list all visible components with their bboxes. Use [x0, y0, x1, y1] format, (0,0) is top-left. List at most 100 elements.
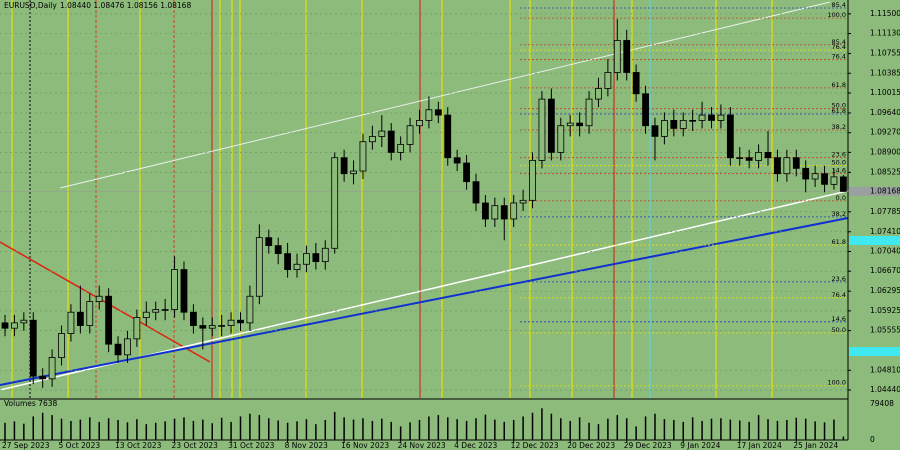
candle-body [745, 157, 753, 161]
candle-body [76, 311, 84, 326]
candle-body [208, 325, 216, 329]
y-tick-label: 1.07040 [870, 246, 900, 255]
candle-body [340, 157, 348, 175]
candle-body [463, 162, 470, 183]
candle-body [642, 93, 649, 127]
candle-body [397, 143, 405, 153]
candle-body [321, 247, 329, 263]
x-tick-label: 23 Oct 2023 [172, 441, 219, 450]
y-tick-label: 1.09640 [870, 108, 900, 117]
candle-body [331, 157, 339, 249]
y-tick-label: 1.05925 [870, 306, 900, 315]
volume-title: Volumes 7638 [4, 399, 58, 408]
y-tick-label: 1.04440 [870, 385, 900, 394]
fib-label: 100.0 [827, 379, 846, 387]
candle-body [114, 343, 122, 356]
candle-body [802, 167, 810, 180]
y-tick-label: 1.06295 [870, 286, 900, 295]
candle-body [821, 173, 828, 185]
candle-body [726, 114, 734, 159]
candle-body [774, 157, 781, 175]
candle-body [274, 245, 282, 255]
candle-body [406, 125, 414, 145]
x-tick-label: 5 Oct 2023 [59, 441, 101, 450]
fib-label: 100.0 [827, 11, 846, 19]
y-tick-label: 1.09270 [870, 128, 900, 137]
candle-body [566, 122, 574, 127]
candle-body [293, 263, 301, 270]
candle-body [133, 317, 141, 340]
fib-label: 50.0 [832, 102, 846, 110]
candle-body [444, 114, 452, 159]
candle-body [585, 98, 593, 127]
fib-label: 85.4 [832, 38, 846, 46]
candle-body [670, 120, 678, 129]
fib-label: 14.6 [832, 315, 846, 323]
candle-body [717, 114, 725, 121]
candle-body [284, 253, 292, 270]
candle-body [839, 176, 847, 192]
x-tick-label: 31 Oct 2023 [228, 441, 275, 450]
symbol-title: EURUSD,Daily [4, 1, 57, 10]
candle-body [830, 176, 838, 185]
candle-body [500, 205, 508, 220]
fib-label: 38.2 [832, 210, 846, 218]
x-tick-label: 12 Dec 2023 [511, 441, 559, 450]
ohlc-header: 1.08440 1.08476 1.08156 1.08168 [60, 1, 191, 10]
candle-body [623, 40, 631, 73]
fib-label: 0.0 [836, 194, 846, 202]
fib-label: 61.8 [832, 238, 846, 246]
candle-body [698, 114, 706, 121]
trend-lines [0, 1, 861, 391]
candle-body [538, 98, 546, 161]
candle-body [161, 309, 169, 311]
last-price-box [849, 186, 900, 196]
candle-body [529, 159, 536, 201]
fib-label: 23.6 [832, 151, 846, 159]
candle-body [595, 88, 602, 100]
last-price-label: 1.08168 [870, 186, 900, 195]
candle-body [482, 202, 489, 220]
fib-label: 23.6 [832, 275, 846, 283]
candle-body [29, 319, 37, 377]
candle-body [453, 157, 461, 164]
candle-body [48, 357, 56, 380]
y-tick-label: 1.06670 [870, 266, 900, 275]
x-tick-label: 27 Sep 2023 [2, 441, 50, 450]
candle-body [783, 157, 791, 175]
candle-body [434, 109, 442, 116]
x-tick-label: 8 Nov 2023 [285, 441, 328, 450]
candle-body [124, 338, 131, 356]
candle-body [679, 120, 687, 129]
candle-body [755, 151, 762, 161]
y-tick-label: 1.11500 [870, 9, 900, 18]
candle-body [180, 269, 188, 313]
candle-body [246, 295, 254, 324]
y-tick-label: 1.11130 [870, 29, 900, 38]
fib-label: 38.2 [832, 123, 846, 131]
candle-body [491, 205, 499, 220]
fib-label: 61.8 [832, 81, 846, 89]
x-tick-label: 24 Nov 2023 [398, 441, 446, 450]
candle-body [604, 72, 612, 89]
candle-body [661, 120, 668, 137]
candle-body [811, 173, 819, 180]
candle-body [312, 253, 320, 263]
candle-body [736, 157, 744, 159]
candle-body [105, 295, 113, 345]
fib-label: 50.0 [832, 159, 846, 167]
x-tick-label: 9 Jan 2024 [680, 441, 720, 450]
candle-body [425, 109, 433, 121]
candle-body [152, 309, 160, 313]
candle-body [387, 130, 395, 153]
candle-body [39, 375, 47, 380]
candle-body [255, 237, 263, 297]
x-tick-label: 4 Dec 2023 [454, 441, 497, 450]
candle-body [199, 325, 207, 329]
x-tick-label: 16 Nov 2023 [341, 441, 389, 450]
candle-body [708, 114, 715, 121]
candle-body [189, 311, 197, 326]
candle-body [368, 135, 376, 143]
candle-body [613, 40, 621, 73]
candle-body [632, 72, 640, 95]
